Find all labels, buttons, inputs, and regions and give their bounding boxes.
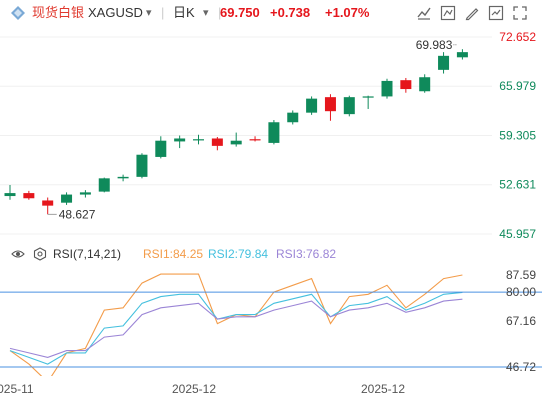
- toolbar: 现货白银 XAGUSD ▾ | 日K ▾ | 69.750 +0.738 +1.…: [0, 0, 542, 26]
- time-tick: 2025-12: [360, 382, 406, 396]
- rsi-series-2: [9, 291, 463, 365]
- candle-body: [362, 96, 374, 98]
- indicator-icon[interactable]: [439, 4, 457, 22]
- divider: |: [161, 5, 165, 20]
- candle-body: [193, 139, 204, 141]
- candle-body: [268, 122, 280, 143]
- candle-body: [381, 80, 393, 97]
- candle-body: [400, 80, 412, 90]
- candle-body: [324, 97, 336, 112]
- candle[interactable]: [23, 190, 35, 200]
- eye-icon[interactable]: [11, 248, 25, 260]
- symbol-selector[interactable]: XAGUSD: [88, 5, 143, 20]
- draw-icon[interactable]: [463, 4, 481, 22]
- candle[interactable]: [249, 136, 261, 142]
- chevron-down-icon[interactable]: ▾: [146, 7, 152, 19]
- candle[interactable]: [456, 49, 468, 60]
- candle-body: [117, 176, 129, 179]
- candle-body: [230, 140, 242, 145]
- y-tick-label: 52.631: [499, 178, 536, 192]
- chevron-down-icon[interactable]: ▾: [203, 7, 209, 19]
- rsi-y-tick-label: 46.72: [506, 360, 536, 374]
- rsi2-legend: RSI2:79.84: [208, 247, 269, 261]
- price-change-pct: +1.07%: [325, 5, 370, 20]
- rsi-y-tick-label: 80.00: [506, 285, 536, 299]
- candle[interactable]: [174, 135, 186, 149]
- rsi-series-3: [9, 298, 463, 358]
- rsi3-legend: RSI3:76.82: [276, 247, 337, 261]
- time-axis: 2025-11 2025-12 2025-12: [0, 376, 542, 404]
- candle[interactable]: [4, 184, 16, 200]
- candle[interactable]: [438, 52, 450, 74]
- time-tick: 2025-11: [0, 382, 34, 396]
- candle[interactable]: [306, 96, 318, 115]
- candle[interactable]: [98, 177, 110, 193]
- candlestick-chart[interactable]: 72.652 65.979 59.305 52.631 45.957 69.983 48.6…: [0, 26, 542, 244]
- candle[interactable]: [362, 95, 374, 109]
- candle-body: [306, 98, 318, 113]
- high-price-label: 69.983: [416, 38, 453, 52]
- candle-body: [79, 192, 91, 195]
- brand-label: 现货白银: [32, 5, 85, 20]
- period-selector[interactable]: 日K: [173, 5, 195, 20]
- candle[interactable]: [61, 192, 73, 205]
- rsi-series-1: [9, 273, 463, 376]
- candle[interactable]: [117, 174, 129, 182]
- silver-logo-icon: [11, 6, 25, 20]
- candle[interactable]: [268, 120, 280, 145]
- chart-style-icon[interactable]: [415, 4, 433, 22]
- compare-icon[interactable]: [487, 4, 505, 22]
- gear-icon[interactable]: [33, 247, 47, 261]
- candle-body: [419, 77, 431, 92]
- rsi-chart[interactable]: 87.59 80.00 67.16 46.72: [0, 264, 542, 376]
- candle[interactable]: [230, 132, 242, 147]
- rsi-legend: RSI(7,14,21) RSI1:84.25 RSI2:79.84 RSI3:…: [0, 244, 542, 264]
- y-tick-label: 59.305: [499, 128, 536, 142]
- candle-body: [287, 112, 299, 123]
- candle-body: [249, 139, 261, 141]
- candle-body: [456, 52, 468, 58]
- candle[interactable]: [343, 95, 355, 117]
- y-tick-label: 45.957: [499, 227, 536, 241]
- candle[interactable]: [287, 110, 299, 125]
- candle-body: [343, 97, 355, 115]
- candle[interactable]: [155, 136, 167, 159]
- candle-body: [136, 154, 148, 177]
- candle[interactable]: [400, 77, 412, 93]
- y-tick-label: 65.979: [499, 79, 536, 93]
- low-price-label: 48.627: [59, 207, 96, 221]
- candle-body: [23, 193, 35, 199]
- expand-icon[interactable]: [511, 4, 529, 22]
- rsi1-legend: RSI1:84.25: [143, 247, 204, 261]
- candle-body: [98, 178, 110, 192]
- candle-body: [4, 193, 16, 197]
- rsi-indicator-title: RSI(7,14,21): [53, 247, 122, 261]
- rsi-y-tick-label: 87.59: [506, 268, 536, 282]
- candle-body: [174, 138, 186, 142]
- candle-body: [155, 140, 167, 157]
- price-change: +0.738: [270, 5, 311, 20]
- candle-body: [42, 200, 54, 206]
- candle[interactable]: [381, 78, 393, 99]
- divider: |: [218, 5, 222, 20]
- candle-body: [438, 55, 450, 70]
- candle[interactable]: [193, 134, 204, 145]
- candle[interactable]: [419, 74, 431, 93]
- y-tick-label: 72.652: [499, 30, 536, 44]
- candle[interactable]: [79, 190, 91, 198]
- candle[interactable]: [324, 94, 336, 121]
- time-tick: 2025-12: [171, 382, 217, 396]
- candle-body: [61, 194, 73, 203]
- rsi-y-tick-label: 67.16: [506, 314, 536, 328]
- candle[interactable]: [136, 153, 148, 179]
- candle-body: [211, 138, 223, 146]
- candle[interactable]: [211, 137, 223, 151]
- candle[interactable]: [42, 197, 54, 215]
- last-price: 69.750: [220, 5, 260, 20]
